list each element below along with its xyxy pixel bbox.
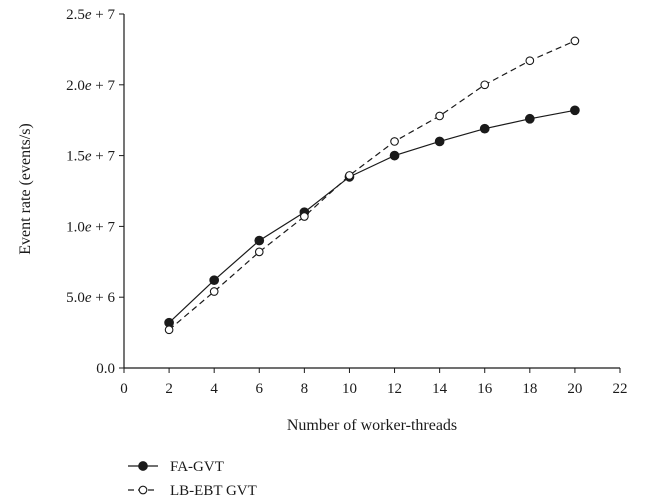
- y-axis-label: Event rate (events/s): [17, 123, 34, 255]
- x-tick-label: 4: [210, 381, 218, 397]
- series-fa-gvt: [164, 105, 580, 328]
- axes: [123, 14, 620, 369]
- y-tick-label: 5.0e + 6: [66, 290, 115, 306]
- data-point: [164, 325, 174, 335]
- data-point: [570, 36, 580, 46]
- x-tick-label: 6: [256, 381, 264, 397]
- data-point: [345, 171, 354, 180]
- x-tick-label: 18: [522, 381, 537, 397]
- x-tick-label: 22: [613, 381, 628, 397]
- data-point: [209, 287, 219, 296]
- data-point: [434, 136, 445, 147]
- x-axis-label: Number of worker-threads: [287, 417, 457, 434]
- series-lb-ebt-gvt: [164, 36, 580, 335]
- x-tick-label: 0: [120, 381, 128, 397]
- legend-marker: [138, 461, 148, 471]
- x-tick-label: 10: [342, 381, 357, 397]
- x-tick-label: 14: [432, 381, 448, 397]
- data-point: [389, 150, 400, 161]
- x-tick-label: 16: [477, 381, 493, 397]
- legend-marker: [138, 485, 148, 495]
- data-point: [300, 212, 309, 221]
- x-axis-ticks: 0 2 4 6 8 10 12 14 16 18 20 22: [120, 368, 628, 397]
- x-tick-label: 8: [301, 381, 309, 397]
- data-point: [525, 56, 535, 66]
- series-line: [168, 109, 576, 324]
- data-point: [435, 111, 444, 121]
- y-tick-label: 2.5e + 7: [66, 7, 115, 23]
- series-line: [168, 40, 576, 331]
- y-tick-label: 1.5e + 7: [66, 149, 115, 165]
- y-tick-label: 1.0e + 7: [66, 219, 115, 235]
- x-tick-label: 2: [165, 381, 173, 397]
- legend: FA-GVT LB-EBT GVT: [128, 459, 257, 499]
- legend-entry: FA-GVT: [128, 459, 224, 475]
- y-tick-label: 0.0: [96, 361, 115, 377]
- y-axis-ticks: 0.0 5.0e + 6 1.0e + 7 1.5e + 7 2.0e + 7 2.5e …: [66, 7, 124, 377]
- legend-entry: LB-EBT GVT: [128, 483, 257, 499]
- data-point: [524, 113, 535, 124]
- y-tick-label: 2.0e + 7: [66, 78, 115, 94]
- data-point: [570, 105, 580, 116]
- data-point: [209, 275, 220, 286]
- x-tick-label: 12: [387, 381, 402, 397]
- series-layer: [164, 36, 580, 335]
- legend-label: LB-EBT GVT: [170, 483, 257, 499]
- data-point: [390, 137, 399, 146]
- legend-label: FA-GVT: [170, 459, 224, 475]
- x-tick-label: 20: [567, 381, 582, 397]
- data-point: [480, 80, 490, 90]
- data-point: [254, 235, 265, 246]
- data-point: [254, 247, 264, 257]
- data-point: [479, 123, 490, 134]
